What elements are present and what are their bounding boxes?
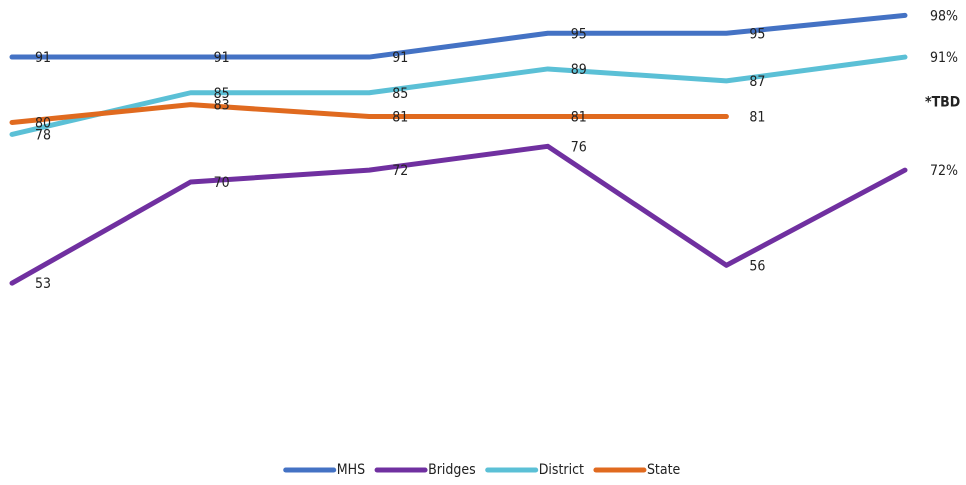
data-label: 56 (749, 258, 765, 274)
line (9, 54, 908, 137)
data-label: 80 (35, 116, 51, 132)
line (9, 12, 908, 60)
data-label: 53 (35, 276, 51, 292)
data-label: 91 (35, 50, 51, 66)
data-label: 85 (214, 86, 230, 102)
line (9, 143, 908, 286)
data-labels: 91 91 91 95 95 98% 53 70 72 76 56 72% 78 85 85 89 87 91% 8… (35, 8, 960, 292)
data-label: 95 (749, 26, 765, 42)
legend-label: Bridges (428, 462, 476, 478)
data-label: 91% (930, 50, 958, 66)
data-label: 91 (214, 50, 230, 66)
data-label: 85 (392, 86, 408, 102)
data-label: 81 (571, 110, 587, 126)
data-label: 98% (930, 8, 958, 24)
data-label: 72% (930, 163, 958, 179)
data-label: 87 (749, 74, 765, 90)
data-label: 81 (749, 110, 765, 126)
data-label: 81 (392, 110, 408, 126)
data-label: 91 (392, 50, 408, 66)
data-label: 95 (571, 26, 587, 42)
line (9, 102, 729, 125)
plot-area (9, 12, 908, 286)
legend-label: MHS (337, 462, 365, 478)
data-label: 89 (571, 62, 587, 78)
data-label: 83 (214, 98, 230, 114)
data-label: 72 (392, 163, 408, 179)
data-label: 78 (35, 127, 51, 143)
data-label: 70 (214, 175, 230, 191)
legend-label: District (539, 462, 584, 478)
legend: MHS Bridges District State (283, 462, 681, 478)
data-label: 76 (571, 139, 587, 155)
legend-label: State (647, 462, 681, 478)
annotation: *TBD (925, 95, 960, 111)
